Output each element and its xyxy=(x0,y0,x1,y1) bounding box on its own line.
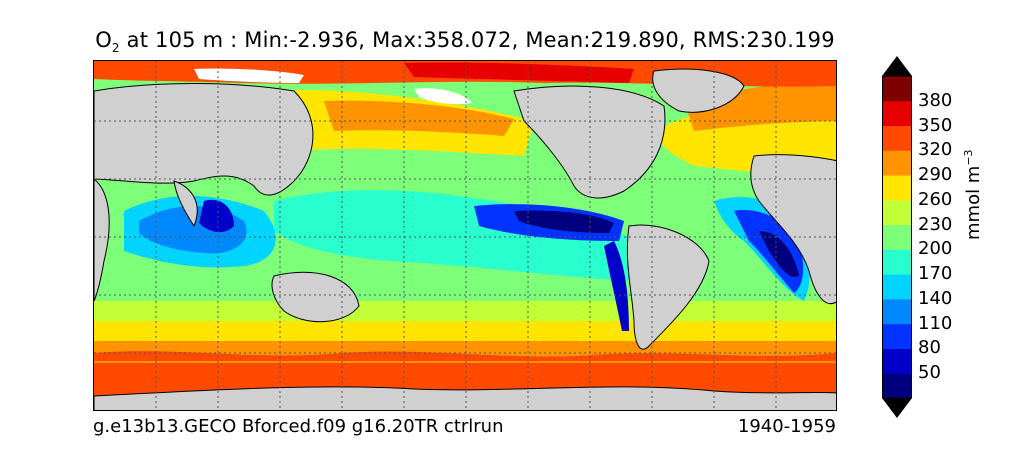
title-depth: at 105 m : xyxy=(119,28,245,52)
title-rms: RMS:230.199 xyxy=(692,28,835,52)
land-greenland xyxy=(652,68,745,113)
colorbar-segment xyxy=(882,298,912,325)
title-max: Max:358.072, xyxy=(372,28,526,52)
colorbar-segment xyxy=(882,224,912,250)
colorbar-tick-label: 200 xyxy=(918,238,953,260)
arctic-core xyxy=(404,62,634,83)
colorbar-segment xyxy=(882,100,912,127)
colorbar-tick-label: 350 xyxy=(918,114,953,136)
tropical-pacific-band xyxy=(274,190,654,281)
map-title: O2 at 105 m : Min:-2.936, Max:358.072, M… xyxy=(0,28,930,55)
land-east-africa xyxy=(94,178,110,302)
colorbar-segment xyxy=(882,125,912,151)
eastern-pacific-omz-core xyxy=(514,210,614,233)
land-north-america xyxy=(513,85,666,199)
title-min: Min:-2.936, xyxy=(244,28,373,52)
colorbar-unit-label: mmol m−3 xyxy=(962,149,984,240)
colorbar-segment xyxy=(882,150,912,176)
colorbar-tick-label: 140 xyxy=(918,287,953,309)
colorbar-tick-label: 380 xyxy=(918,89,953,111)
title-mean: Mean:219.890, xyxy=(525,28,693,52)
run-caption: g.e13b13.GECO Bforced.f09 g16.20TR ctrlr… xyxy=(93,416,504,437)
arabian-sea-low xyxy=(199,199,234,233)
colorbar-segment xyxy=(882,274,912,300)
atlantic-omz-core xyxy=(759,231,799,277)
land-south-america xyxy=(626,224,710,350)
map-canvas xyxy=(94,61,836,410)
peru-chile-omz xyxy=(604,241,629,331)
period-caption: 1940-1959 xyxy=(737,416,836,437)
colorbar-segment xyxy=(882,76,912,102)
colorbar xyxy=(882,56,912,418)
land-australia xyxy=(271,271,360,323)
colorbar-tick-label: 290 xyxy=(918,164,953,186)
land-asia xyxy=(94,83,314,196)
colorbar-extend-bottom xyxy=(882,398,912,418)
gridlines xyxy=(94,61,836,410)
colorbar-segment xyxy=(882,323,912,349)
colorbar-tick-label: 230 xyxy=(918,213,953,235)
colorbar-frame xyxy=(882,75,912,399)
colorbar-tick-label: 80 xyxy=(918,337,941,359)
colorbar-tick-label: 170 xyxy=(918,263,953,285)
ocean-oxygen-map xyxy=(93,60,837,411)
colorbar-tick-label: 260 xyxy=(918,188,953,210)
colorbar-tick-label: 320 xyxy=(918,139,953,161)
colorbar-extend-top xyxy=(882,56,912,76)
colorbar-segment xyxy=(882,373,912,399)
colorbar-segment xyxy=(882,175,912,201)
land-india xyxy=(173,180,198,228)
colorbar-segment xyxy=(882,199,912,226)
colorbar-tick-label: 110 xyxy=(918,312,953,334)
southern-front xyxy=(94,351,836,361)
sea-ice-2 xyxy=(414,88,472,105)
sea-ice-1 xyxy=(194,68,304,83)
colorbar-segment xyxy=(882,249,912,275)
colorbar-segment xyxy=(882,348,912,374)
land-africa xyxy=(750,154,836,304)
title-species: O2 xyxy=(95,28,120,56)
colorbar-tick-label: 50 xyxy=(918,362,941,384)
